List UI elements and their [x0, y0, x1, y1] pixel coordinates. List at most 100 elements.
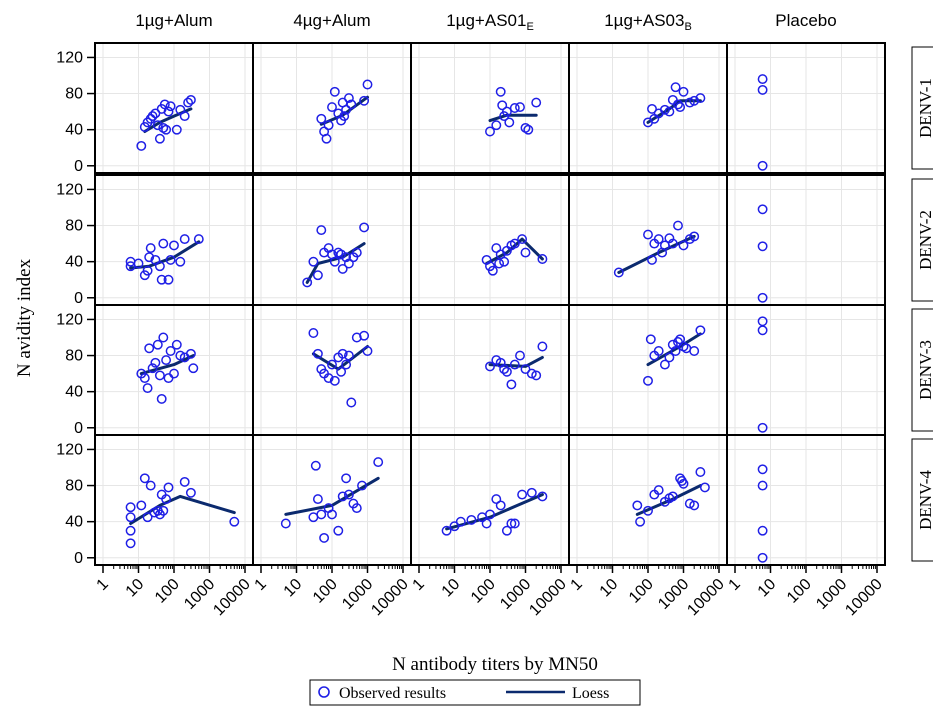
panel-denv-1-2	[252, 42, 412, 174]
observed-point	[321, 133, 332, 144]
chart-marks	[125, 74, 768, 563]
observed-point	[757, 325, 768, 336]
observed-point	[193, 234, 204, 245]
y-tick-label: 0	[74, 158, 83, 175]
observed-point	[310, 460, 321, 471]
observed-point	[339, 111, 350, 122]
observed-point	[757, 316, 768, 327]
observed-point	[171, 339, 182, 350]
y-axis-ticks: 0 40 80 120 0 40 80 120 0 40 80 120 0 40 80 120	[56, 49, 95, 567]
observed-point	[145, 243, 156, 254]
observed-point	[645, 334, 656, 345]
observed-point	[670, 82, 681, 93]
x-tick-label: 10000	[526, 576, 570, 620]
observed-point	[179, 476, 190, 487]
observed-point	[308, 328, 319, 338]
loess-line	[485, 237, 544, 265]
observed-point	[357, 480, 367, 491]
x-axis-title: N antibody titers by MN50	[392, 654, 598, 675]
y-tick-label: 80	[65, 348, 83, 365]
observed-point	[323, 120, 334, 131]
loess-line	[139, 354, 195, 376]
observed-point	[497, 100, 508, 111]
observed-point	[667, 238, 678, 249]
observed-point	[156, 393, 167, 404]
x-tick-label: 100	[784, 576, 815, 607]
observed-point	[495, 86, 506, 97]
observed-point	[757, 422, 768, 433]
observed-point	[125, 512, 136, 523]
observed-point	[158, 238, 169, 249]
observed-point	[343, 258, 354, 269]
observed-point	[667, 339, 678, 350]
observed-point	[509, 103, 520, 113]
observed-point	[179, 111, 190, 122]
observed-point	[337, 263, 348, 274]
loess-line	[129, 494, 236, 525]
column-title: 4µg+Alum	[293, 11, 370, 30]
y-tick-label: 40	[65, 514, 83, 531]
row-strip-box	[911, 308, 933, 432]
observed-point	[158, 505, 169, 516]
observed-point	[520, 247, 531, 258]
observed-point	[308, 512, 319, 523]
y-tick-label: 0	[74, 550, 83, 567]
panel-denv-4-2	[252, 434, 412, 566]
observed-point	[526, 368, 537, 379]
observed-point	[647, 103, 657, 114]
panel-marks-denv-3-2	[308, 328, 373, 408]
observed-point	[163, 106, 174, 117]
observed-point	[139, 473, 150, 484]
observed-point	[327, 359, 337, 370]
observed-point	[329, 86, 340, 97]
observed-point	[359, 95, 370, 106]
observed-point	[509, 238, 520, 249]
observed-point	[499, 364, 510, 375]
observed-point	[152, 339, 163, 350]
loess-line	[646, 332, 702, 367]
panel-marks-denv-1-2	[316, 79, 373, 144]
column-title: 1µg+AS01E	[446, 11, 534, 33]
observed-point	[179, 234, 190, 245]
panel-denv-2-2	[252, 174, 412, 306]
observed-point	[501, 366, 512, 377]
observed-point	[757, 204, 768, 215]
observed-point	[757, 464, 768, 475]
panel-denv-3-2	[252, 304, 412, 436]
observed-point	[481, 518, 492, 529]
panel-border	[726, 42, 886, 174]
observed-point	[441, 525, 452, 536]
observed-point	[144, 252, 155, 263]
observed-point	[757, 84, 768, 95]
observed-point	[613, 267, 624, 278]
observed-point	[485, 126, 495, 137]
observed-point	[165, 101, 176, 112]
x-tick-label: 10	[755, 576, 780, 601]
observed-point	[343, 489, 354, 500]
loess-line	[445, 493, 544, 531]
observed-point	[341, 252, 352, 263]
observed-point	[506, 379, 517, 390]
row-strip-label: DENV-1	[916, 78, 933, 138]
y-tick-label: 0	[74, 420, 83, 437]
observed-point	[158, 332, 169, 343]
observed-point	[495, 500, 506, 511]
observed-point	[323, 373, 334, 384]
loess-line	[129, 240, 201, 270]
observed-point	[165, 346, 176, 356]
observed-point	[653, 346, 664, 356]
observed-point	[125, 525, 136, 536]
observed-point	[161, 494, 172, 505]
observed-point	[485, 361, 495, 372]
panel-denv-1-5	[726, 42, 886, 174]
observed-point	[537, 491, 548, 502]
legend-box	[309, 679, 641, 706]
observed-point	[675, 102, 686, 113]
observed-point	[757, 552, 768, 563]
observed-point	[509, 359, 520, 370]
observed-point	[684, 498, 695, 509]
observed-point	[147, 363, 158, 374]
observed-point	[757, 292, 768, 303]
